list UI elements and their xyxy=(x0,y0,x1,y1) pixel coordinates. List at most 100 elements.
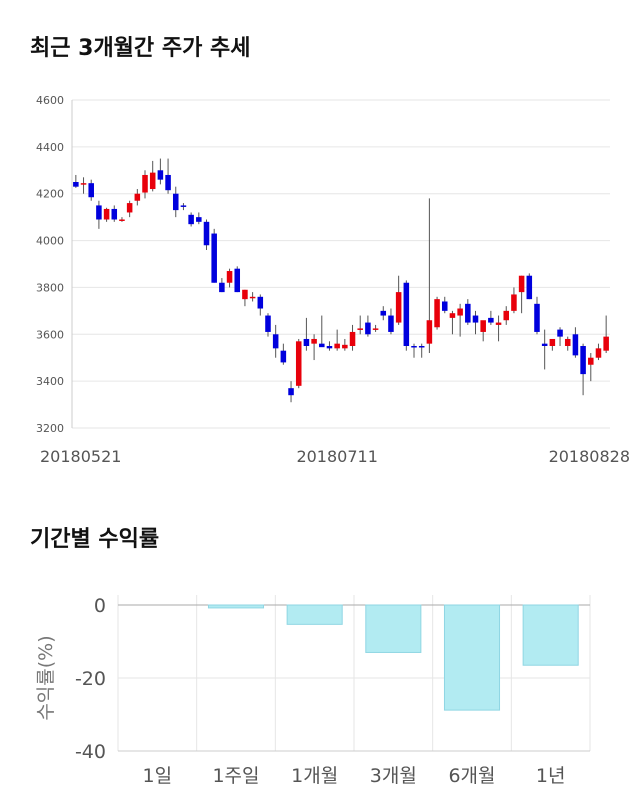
return-bar xyxy=(365,604,422,653)
x-tick-label: 20180828 xyxy=(549,447,630,466)
candle-body xyxy=(603,336,609,351)
candle-body xyxy=(572,334,579,356)
candle-body xyxy=(495,322,502,325)
candle-body xyxy=(280,350,287,363)
candle-body xyxy=(411,346,417,348)
x-tick-label: 1주일 xyxy=(212,765,259,787)
candle-body xyxy=(457,308,463,316)
candle-body xyxy=(73,182,79,187)
candle-body xyxy=(196,217,202,222)
candle-body xyxy=(365,322,371,335)
candle-body xyxy=(534,303,540,332)
candle-body xyxy=(180,205,187,207)
candle-body xyxy=(303,338,310,346)
returns-chart-title: 기간별 수익률 xyxy=(30,527,160,552)
return-bar xyxy=(286,604,343,625)
candle-body xyxy=(311,338,317,344)
y-tick-label: 4200 xyxy=(36,188,64,201)
x-tick-label: 20180711 xyxy=(296,447,377,466)
candle-body xyxy=(226,271,233,283)
candle-body xyxy=(388,315,394,332)
candle-body xyxy=(234,268,241,293)
candle-body xyxy=(211,233,217,283)
y-tick-label: 3600 xyxy=(36,328,64,341)
candle-body xyxy=(326,346,333,349)
return-bar xyxy=(443,604,501,711)
candle-body xyxy=(503,310,510,321)
y-tick-label: 3200 xyxy=(36,422,64,435)
candle-body xyxy=(472,315,479,323)
candle-body xyxy=(441,301,448,311)
candle-body xyxy=(134,193,141,201)
y-tick-label: 3400 xyxy=(36,375,64,388)
candle-body xyxy=(334,343,340,349)
candle-body xyxy=(595,348,602,358)
candle-body xyxy=(465,303,471,323)
x-tick-label: 1개월 xyxy=(291,765,338,787)
candle-body xyxy=(488,317,494,323)
candle-body xyxy=(157,170,164,180)
candle-body xyxy=(588,357,594,365)
y-tick-label: -20 xyxy=(75,668,106,690)
y-tick-label: 4600 xyxy=(36,94,64,107)
candle-body xyxy=(549,338,556,346)
candle-body xyxy=(96,205,102,220)
candle-body xyxy=(557,329,563,337)
candle-body xyxy=(449,313,456,318)
candle-body xyxy=(88,183,94,198)
candle-body xyxy=(188,214,194,225)
return-bar xyxy=(207,604,265,609)
candle-body xyxy=(395,292,402,323)
candle-body xyxy=(342,344,348,349)
candle-body xyxy=(219,282,225,293)
candle-body xyxy=(172,193,179,211)
candle-body xyxy=(272,334,279,349)
candle-body xyxy=(403,282,410,346)
y-tick-label: 4400 xyxy=(36,141,64,154)
candle-body xyxy=(295,341,302,386)
candle-body xyxy=(265,315,271,332)
candle-body xyxy=(480,320,486,332)
candle-body xyxy=(426,320,433,344)
y-tick-label: 0 xyxy=(94,595,106,617)
candle-body xyxy=(511,294,517,311)
candle-body xyxy=(242,289,248,300)
candle-body xyxy=(541,343,548,346)
x-tick-label: 1일 xyxy=(143,765,173,787)
price-chart-title: 최근 3개월간 주가 추세 xyxy=(30,36,251,61)
y-tick-label: -40 xyxy=(75,741,106,763)
candle-body xyxy=(142,174,148,193)
candle-body xyxy=(149,172,156,190)
candle-body xyxy=(580,346,586,375)
candle-body xyxy=(434,299,440,328)
candle-body xyxy=(203,221,210,246)
y-tick-label: 4000 xyxy=(36,235,64,248)
candle-body xyxy=(319,343,325,348)
x-tick-label: 3개월 xyxy=(370,765,417,787)
candle-body xyxy=(357,328,363,330)
candle-body xyxy=(257,296,264,309)
candle-body xyxy=(418,346,425,348)
x-tick-label: 1년 xyxy=(536,765,566,787)
candlestick-chart: 3200 3400 3600 3800 4000 4200 4400 4600 20180521… xyxy=(36,94,630,466)
y-tick-label: 3800 xyxy=(36,281,64,294)
candle-body xyxy=(119,219,125,221)
candle-body xyxy=(111,208,118,220)
candle-body xyxy=(349,331,356,346)
y-axis-label: 수익률(%) xyxy=(35,635,57,720)
candle-body xyxy=(518,275,525,293)
candle-body xyxy=(126,203,133,213)
candle-body xyxy=(380,310,387,316)
candle-body xyxy=(103,208,110,220)
x-tick-label: 20180521 xyxy=(40,447,121,466)
candle-body xyxy=(80,183,87,185)
return-bar xyxy=(522,604,579,666)
candle-body xyxy=(165,174,171,191)
x-tick-label: 6개월 xyxy=(448,765,495,787)
candle-body xyxy=(526,275,533,300)
candle-body xyxy=(564,338,571,346)
candle-body xyxy=(372,328,379,330)
candle-body xyxy=(249,296,256,299)
candle-body xyxy=(288,388,294,396)
